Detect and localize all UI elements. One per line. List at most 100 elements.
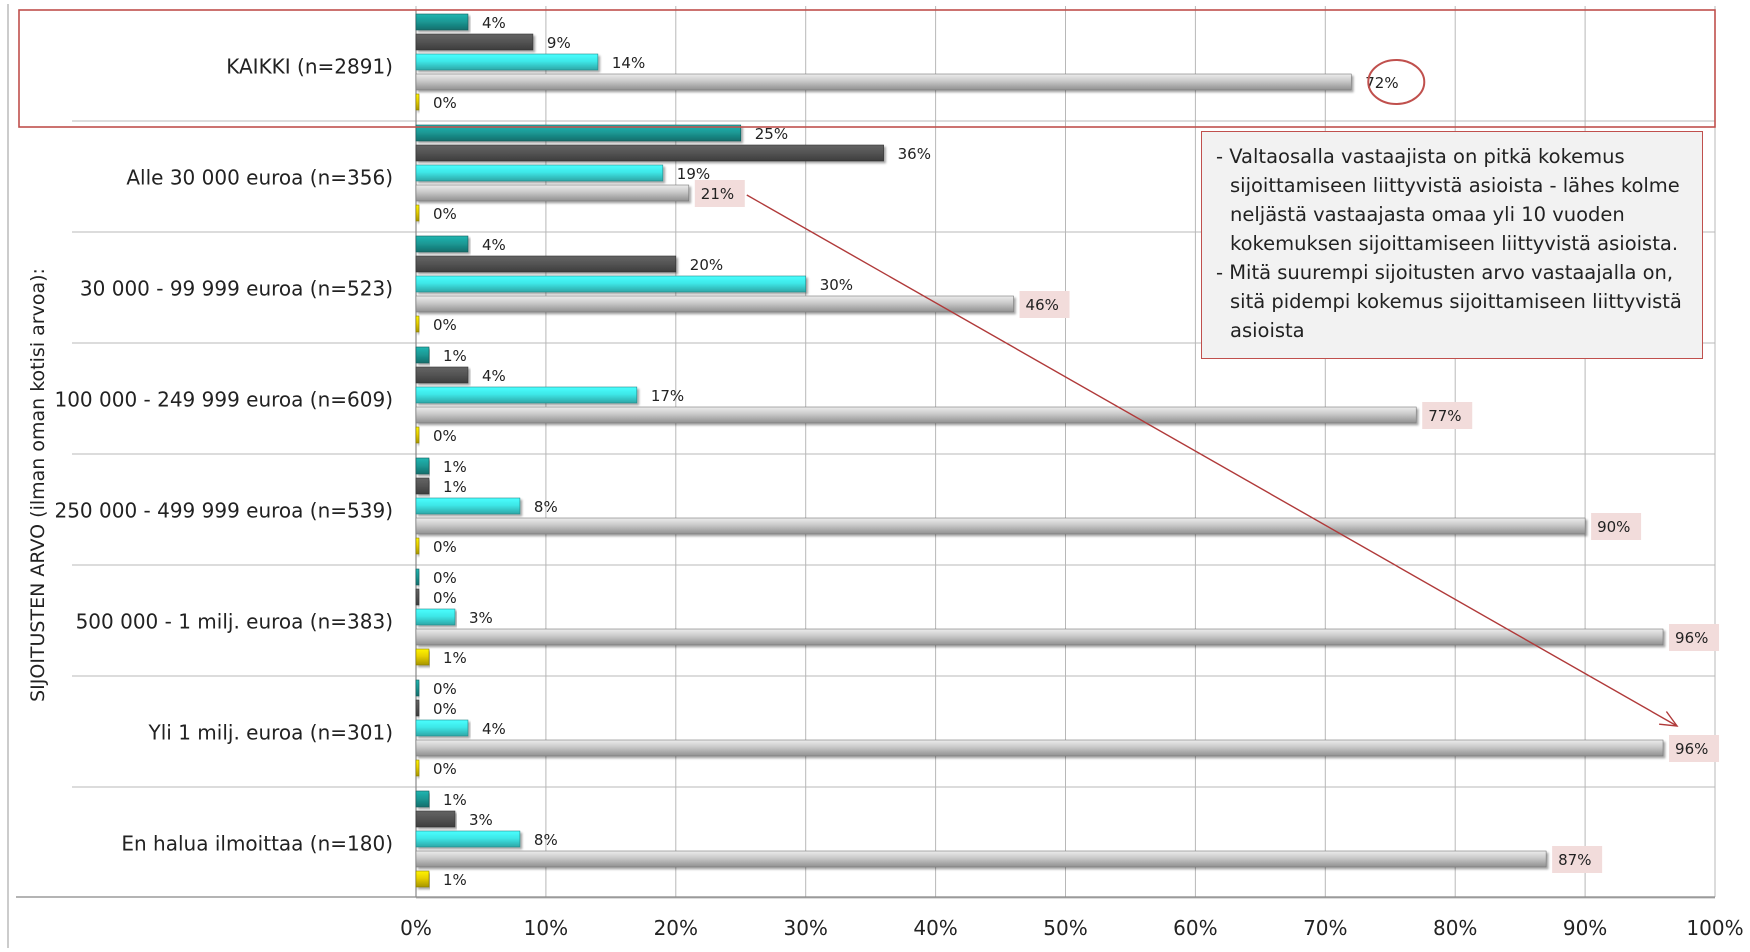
data-label: 17% <box>651 387 684 405</box>
data-label: 20% <box>690 256 723 274</box>
category-label: 250 000 - 499 999 euroa (n=539) <box>54 499 393 523</box>
circle-highlight <box>1367 59 1426 105</box>
data-label: 0% <box>433 94 457 112</box>
note-line-1: - Valtaosalla vastaajista on pitkä kokem… <box>1216 145 1680 255</box>
data-label: 1% <box>443 347 467 365</box>
data-label-background <box>1591 513 1642 540</box>
data-label: 4% <box>482 720 506 738</box>
annotation-note: - Valtaosalla vastaajista on pitkä kokem… <box>1201 131 1703 359</box>
bar <box>415 850 1547 868</box>
x-tick-label: 0% <box>400 916 432 940</box>
bar <box>415 93 420 111</box>
data-label: 30% <box>820 276 853 294</box>
x-tick-label: 90% <box>1563 916 1607 940</box>
bar <box>415 426 420 444</box>
bar <box>415 830 521 848</box>
category-label: 30 000 - 99 999 euroa (n=523) <box>80 277 393 301</box>
data-label: 1% <box>443 649 467 667</box>
bar <box>415 870 430 888</box>
highlight-box <box>18 9 1716 128</box>
data-label-background <box>1019 291 1070 318</box>
data-label: 72% <box>1365 74 1398 92</box>
bar <box>415 13 469 31</box>
data-label-background <box>694 180 745 207</box>
data-label: 1% <box>443 458 467 476</box>
bar <box>415 588 420 606</box>
bar <box>415 739 1664 757</box>
bar <box>415 386 638 404</box>
data-label-background <box>1669 624 1720 651</box>
bar <box>415 53 599 71</box>
category-labels: KAIKKI (n=2891) Alle 30 000 euroa (n=356)… <box>54 55 393 856</box>
bar <box>415 679 420 697</box>
data-label: 4% <box>482 14 506 32</box>
bar <box>415 457 430 475</box>
data-label: 0% <box>433 427 457 445</box>
y-axis-title: SIJOITUSTEN ARVO (ilman oman kotisi arvo… <box>27 268 49 702</box>
data-label: 0% <box>433 589 457 607</box>
trend-arrow-line <box>746 194 1678 727</box>
category-label: 100 000 - 249 999 euroa (n=609) <box>54 388 393 412</box>
x-tick-label: 80% <box>1433 916 1477 940</box>
bar <box>415 124 742 142</box>
bar <box>415 184 690 202</box>
data-label: 96% <box>1675 629 1708 647</box>
data-label-background <box>1669 735 1720 762</box>
bar <box>415 275 807 293</box>
data-label: 3% <box>469 811 493 829</box>
bar <box>415 204 420 222</box>
bar <box>415 477 430 495</box>
data-label-background <box>1552 846 1603 873</box>
bar <box>415 537 420 555</box>
bars <box>415 13 1664 888</box>
data-label: 3% <box>469 609 493 627</box>
data-label: 0% <box>433 700 457 718</box>
bar <box>415 144 884 162</box>
bar <box>415 497 521 515</box>
bar <box>415 608 456 626</box>
x-tick-label: 30% <box>783 916 827 940</box>
bar <box>415 164 664 182</box>
note-line-2: - Mitä suurempi sijoitusten arvo vastaaj… <box>1216 261 1682 342</box>
bar <box>415 790 430 808</box>
bar <box>415 255 677 273</box>
bar <box>415 33 534 51</box>
category-label: Alle 30 000 euroa (n=356) <box>126 166 393 190</box>
bar <box>415 759 420 777</box>
bar <box>415 315 420 333</box>
data-label: 0% <box>433 569 457 587</box>
data-label: 8% <box>534 831 558 849</box>
data-label: 19% <box>677 165 710 183</box>
data-label: 4% <box>482 236 506 254</box>
data-label-background <box>1422 402 1473 429</box>
bar <box>415 517 1586 535</box>
data-label: 14% <box>612 54 645 72</box>
trend-arrow-head <box>1659 711 1679 727</box>
bar <box>415 719 469 737</box>
data-label: 46% <box>1026 296 1059 314</box>
x-tick-label: 100% <box>1686 916 1743 940</box>
bar <box>415 628 1664 646</box>
bar <box>415 73 1352 91</box>
data-label: 77% <box>1428 407 1461 425</box>
x-tick-label: 10% <box>524 916 568 940</box>
category-label: KAIKKI (n=2891) <box>226 55 393 79</box>
data-label: 4% <box>482 367 506 385</box>
x-tick-label: 40% <box>913 916 957 940</box>
data-label: 0% <box>433 205 457 223</box>
bar <box>415 699 420 717</box>
bar <box>415 406 1417 424</box>
data-label: 0% <box>433 680 457 698</box>
data-label: 96% <box>1675 740 1708 758</box>
data-label: 0% <box>433 316 457 334</box>
bar <box>415 568 420 586</box>
data-label: 0% <box>433 538 457 556</box>
x-tick-label: 20% <box>654 916 698 940</box>
x-axis-tick-labels: 0% 10% 20% 30% 40% 50% 60% 70% 80% 90% 100% <box>400 916 1743 940</box>
data-label: 1% <box>443 791 467 809</box>
bar <box>415 648 430 666</box>
data-label: 0% <box>433 760 457 778</box>
data-label: 9% <box>547 34 571 52</box>
x-tick-label: 70% <box>1303 916 1347 940</box>
